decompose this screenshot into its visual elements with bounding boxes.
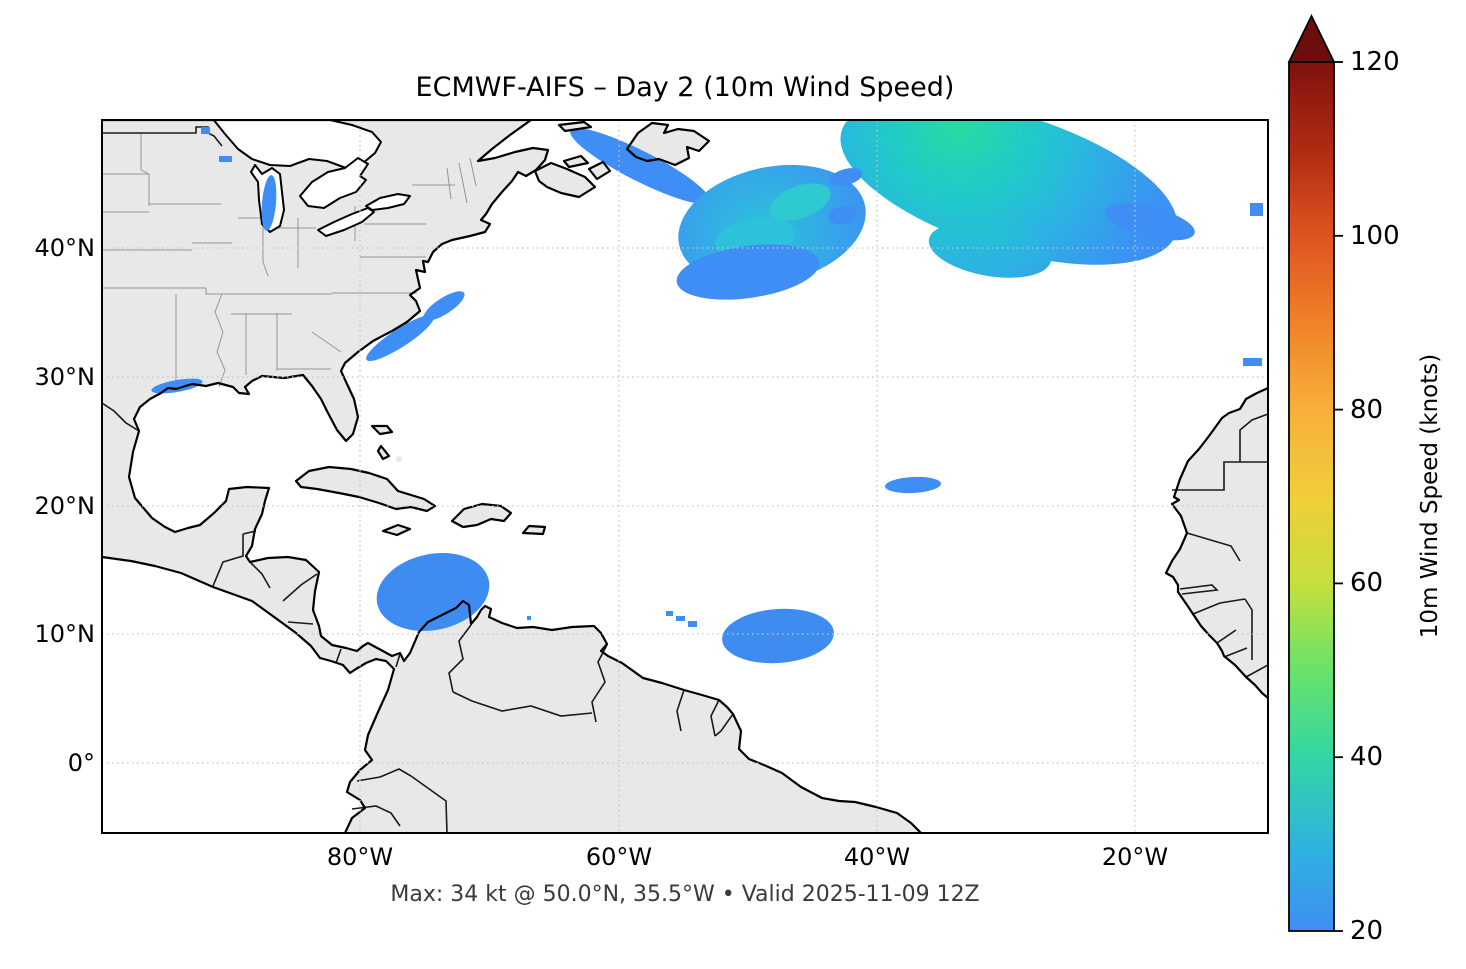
colorbar-bar (1288, 61, 1335, 932)
landmass-americas (102, 120, 921, 833)
colorbar-tick-label: 80 (1350, 394, 1384, 425)
wind-region-mid-ocean-speck-b (828, 205, 858, 225)
chart-title: ECMWF-AIFS – Day 2 (10m Wind Speed) (415, 72, 955, 103)
wind-region-colombian-basin-blob (376, 552, 490, 632)
wind-region-gulf-stream-streak2 (423, 291, 465, 321)
y-tick-label: 10°N (34, 620, 96, 648)
wind-region-central-north-atlantic-south-lobe (928, 222, 1052, 278)
wind-region-newfoundland-basin-cyan-patch2 (769, 183, 831, 221)
x-tick-label: 40°W (843, 843, 911, 871)
landmass (102, 120, 1268, 833)
wind-region-itcz-speck-a (666, 611, 673, 616)
wind-shading-layer (151, 120, 1263, 664)
wind-region-central-north-atlantic-max (840, 120, 1178, 265)
colorbar-tick-label: 60 (1350, 568, 1384, 599)
wind-region-gulf-st-lawrence-arm (570, 128, 710, 204)
colorbar-extend-arrow (1287, 13, 1336, 63)
island-hispaniola (452, 504, 511, 527)
colorbar-tick-label: 20 (1350, 916, 1384, 946)
island-nova-scotia (535, 163, 595, 197)
wind-region-atlantic-itcz-blob (722, 608, 834, 664)
wind-region-green-bay-speck (219, 156, 232, 162)
x-tick-label: 60°W (585, 843, 653, 871)
coastlines (102, 120, 1268, 833)
great-lakes (212, 120, 411, 237)
wind-region-itcz-speck-c (688, 621, 697, 627)
colorbar-axis-label: 10m Wind Speed (knots) (1417, 353, 1443, 639)
x-tick-label: 20°W (1101, 843, 1169, 871)
wind-region-tiny-dot-caribbean (527, 616, 531, 620)
wind-region-itcz-speck-b (676, 616, 685, 621)
colorbar-ticks (1334, 61, 1343, 932)
island-cuba (296, 467, 435, 511)
wind-region-mid-ocean-speck-a (829, 168, 863, 186)
map-frame (101, 119, 1269, 834)
y-tick-label: 30°N (34, 363, 96, 391)
wind-region-central-north-atlantic-east-tail (1105, 203, 1195, 241)
island-bahamas-b (378, 446, 389, 459)
wind-region-gulf-stream-streak (366, 314, 434, 362)
caption-max-valid: Max: 34 kt @ 50.0°N, 35.5°W • Valid 2025… (390, 882, 980, 907)
y-tick-label: 0° (67, 749, 95, 777)
colorbar-tick-label: 100 (1350, 220, 1400, 251)
wind-region-right-edge-43n (1250, 203, 1263, 216)
lake-ontario (365, 193, 411, 211)
y-tick-label: 20°N (34, 492, 96, 520)
wind-region-subtropic-small-blob (885, 476, 941, 494)
wind-region-right-edge-31n (1243, 358, 1262, 366)
landmass-africa (1166, 388, 1268, 698)
colorbar (1287, 13, 1343, 932)
wind-region-lake-of-the-woods-speck (201, 127, 210, 134)
colorbar-tick-label: 120 (1350, 47, 1400, 77)
y-tick-label: 40°N (34, 234, 96, 262)
graticule (102, 120, 1268, 833)
colorbar-tick-label: 40 (1350, 742, 1384, 773)
x-tick-label: 80°W (326, 843, 394, 871)
wind-region-lake-michigan-streak (261, 175, 277, 231)
island-bahamas-c (396, 456, 402, 462)
wind-region-newfoundland-basin-lower-lobe (676, 244, 820, 300)
